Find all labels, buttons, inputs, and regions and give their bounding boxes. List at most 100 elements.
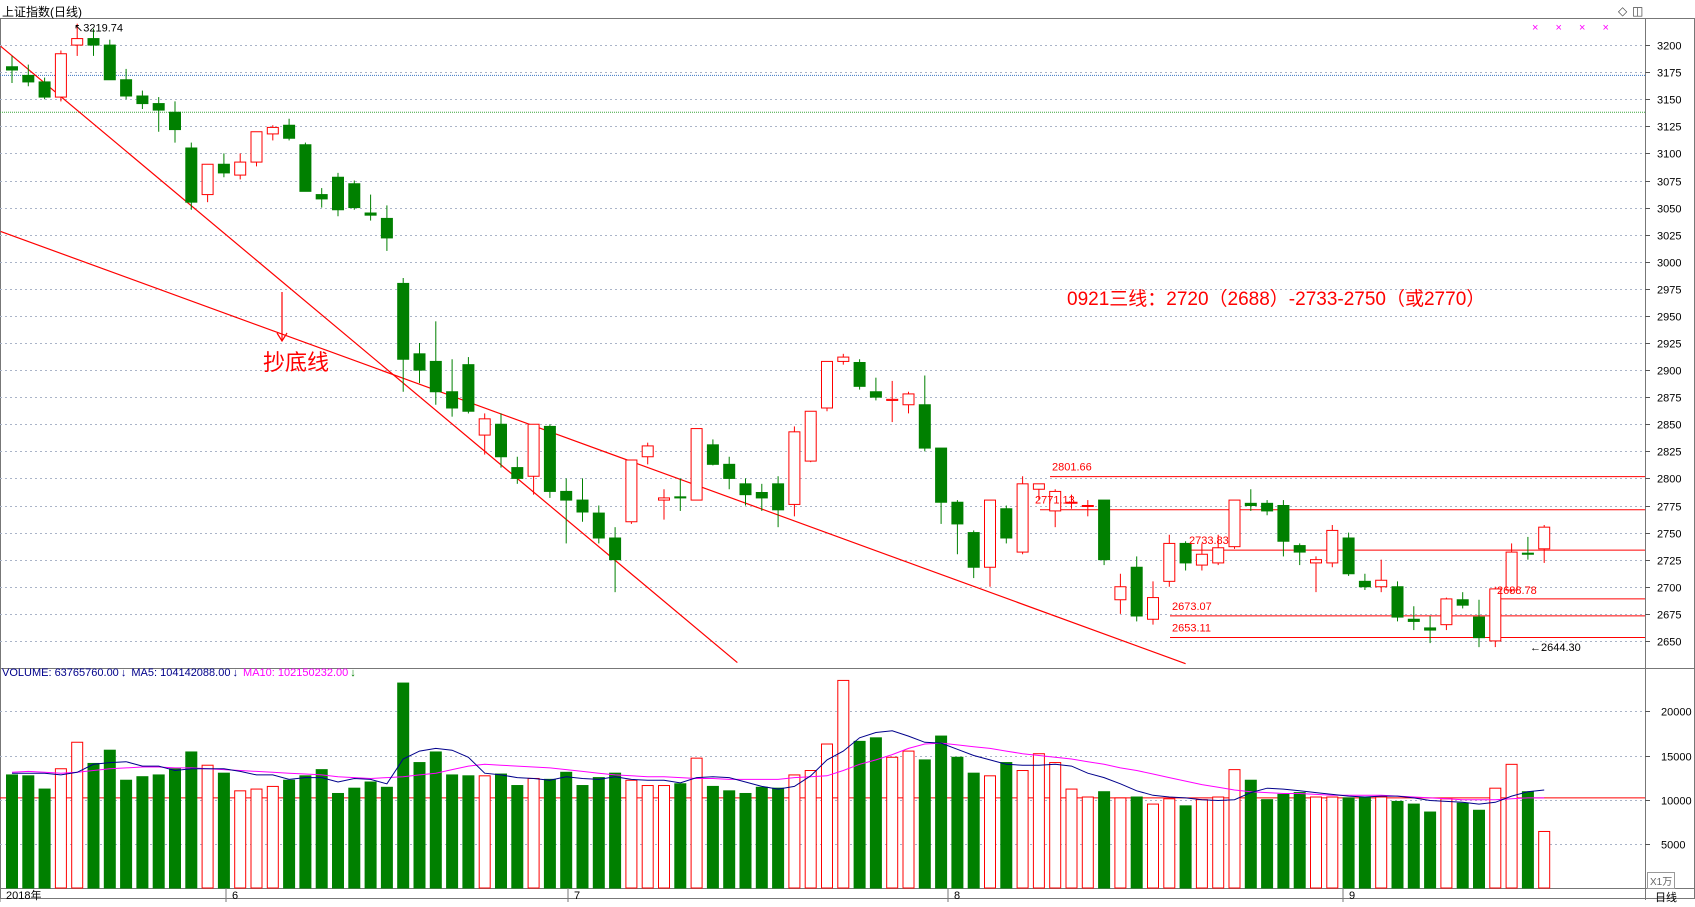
volume-bar bbox=[429, 751, 442, 889]
diamond-icon[interactable]: ◇ bbox=[1618, 4, 1628, 18]
volume-unit-label: X1万 bbox=[1647, 872, 1676, 889]
volume-bar bbox=[1424, 811, 1437, 889]
volume-bar bbox=[739, 792, 752, 889]
volume-bar bbox=[1114, 797, 1127, 889]
candle-body bbox=[543, 425, 556, 492]
volume-bar bbox=[641, 785, 654, 889]
price-tick-label: 3075 bbox=[1657, 177, 1681, 189]
volume-bar bbox=[1065, 788, 1078, 889]
low-price-label: ←2644.30 bbox=[1530, 642, 1581, 654]
candle-body bbox=[1342, 537, 1355, 575]
volume-value: VOLUME: 63765760.00 bbox=[2, 667, 119, 679]
price-tick-label: 3175 bbox=[1657, 68, 1681, 80]
arrow-down-icon: ↓ bbox=[350, 667, 356, 679]
candle-body bbox=[1538, 526, 1551, 550]
volume-bar bbox=[495, 773, 507, 889]
candle-body bbox=[1261, 502, 1274, 512]
candle-body bbox=[1098, 499, 1111, 561]
candle-body bbox=[576, 499, 589, 513]
candle-body bbox=[185, 147, 198, 203]
price-tick-label: 3100 bbox=[1657, 149, 1681, 161]
volume-bar bbox=[1081, 796, 1094, 889]
ma10-line bbox=[11, 742, 1545, 801]
volume-bar bbox=[1375, 796, 1388, 889]
volume-bar bbox=[1163, 798, 1176, 889]
candle-body bbox=[511, 467, 524, 479]
volume-bar bbox=[1032, 753, 1045, 889]
volume-bar bbox=[234, 790, 247, 889]
candle-body bbox=[755, 492, 768, 499]
price-tick-label: 3000 bbox=[1657, 258, 1681, 270]
arrow-down-icon bbox=[276, 332, 288, 343]
candle-body bbox=[772, 483, 785, 511]
candle-body bbox=[413, 353, 426, 371]
volume-bar bbox=[1407, 803, 1420, 889]
candle-body bbox=[804, 410, 817, 462]
price-tick-label: 2700 bbox=[1657, 583, 1681, 595]
volume-bar bbox=[772, 787, 785, 889]
candle-body bbox=[625, 459, 638, 523]
volume-bar bbox=[837, 679, 850, 889]
level-label: 2801.66 bbox=[1052, 462, 1092, 474]
period-label[interactable]: 日线 bbox=[1655, 892, 1677, 904]
candle-body bbox=[690, 428, 703, 501]
volume-bar bbox=[821, 743, 833, 889]
volume-bar bbox=[1049, 762, 1062, 889]
panel-toggle-icon[interactable]: ◫ bbox=[1632, 4, 1644, 18]
volume-bar bbox=[413, 762, 426, 889]
volume-bar bbox=[1179, 805, 1192, 889]
price-tick-label: 2975 bbox=[1657, 285, 1681, 297]
volume-bar bbox=[266, 785, 279, 889]
candle-body bbox=[1489, 588, 1502, 642]
high-price-label: ↖3219.74 bbox=[74, 23, 123, 35]
candle-body bbox=[1473, 616, 1485, 639]
volume-bar bbox=[397, 682, 410, 889]
candle-body bbox=[250, 131, 263, 163]
price-tick-label: 2725 bbox=[1657, 556, 1681, 568]
candle-body bbox=[1212, 547, 1225, 564]
volume-bar bbox=[283, 779, 296, 889]
volume-bar bbox=[1440, 798, 1453, 889]
volume-bar bbox=[315, 769, 328, 889]
candle-body bbox=[869, 391, 882, 398]
arrow-down-icon: ↓ bbox=[120, 667, 127, 679]
volume-bar bbox=[592, 777, 605, 889]
candle-body bbox=[169, 111, 181, 131]
ma5-value: MA5: 104142088.00 bbox=[131, 667, 231, 679]
candle-body bbox=[853, 362, 866, 387]
volume-bar bbox=[54, 768, 67, 889]
candle-body bbox=[38, 81, 51, 98]
candle-body bbox=[1391, 586, 1404, 618]
volume-bar bbox=[967, 772, 980, 889]
volume-bar bbox=[1489, 787, 1502, 889]
volume-bar bbox=[1473, 809, 1485, 889]
volume-bar bbox=[446, 774, 459, 889]
candle-body bbox=[1130, 566, 1143, 617]
candle-body bbox=[1293, 545, 1306, 553]
candle-body bbox=[951, 501, 964, 525]
bottom-line-annotation: 抄底线 bbox=[263, 351, 330, 376]
volume-bar bbox=[332, 792, 344, 889]
candle-body bbox=[886, 398, 899, 401]
candle-body bbox=[6, 66, 18, 71]
volume-bars bbox=[6, 679, 1551, 889]
candle-body bbox=[935, 447, 948, 503]
candle-body bbox=[1310, 559, 1322, 564]
date-axis: 2018年 6 7 8 9 bbox=[0, 888, 1355, 902]
level-labels: ↖3219.74 2801.66 2771.13 2733.83 2688.78 2673… bbox=[74, 23, 1581, 654]
volume-bar bbox=[625, 779, 638, 889]
volume-bar bbox=[1505, 763, 1518, 889]
candle-body bbox=[984, 499, 996, 568]
volume-bar bbox=[87, 762, 100, 889]
volume-bar bbox=[103, 749, 116, 889]
candle-body bbox=[967, 532, 980, 568]
candle-body bbox=[1163, 542, 1176, 582]
volume-bar bbox=[853, 740, 866, 889]
volume-bar bbox=[918, 759, 931, 889]
volume-bar bbox=[755, 786, 768, 889]
price-tick-label: 2650 bbox=[1657, 637, 1681, 649]
volume-bar bbox=[250, 788, 263, 889]
price-tick-label: 2750 bbox=[1657, 529, 1681, 541]
